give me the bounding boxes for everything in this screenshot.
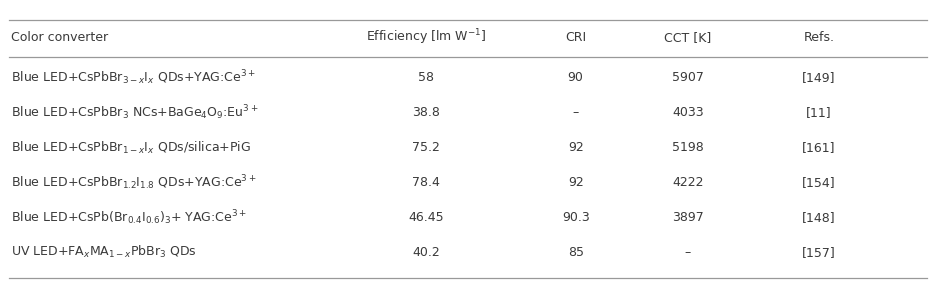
Text: 85: 85 [567, 246, 584, 259]
Text: 92: 92 [568, 141, 583, 154]
Text: Blue LED+CsPbBr$_{1.2}$I$_{1.8}$ QDs+YAG:Ce$^{3+}$: Blue LED+CsPbBr$_{1.2}$I$_{1.8}$ QDs+YAG… [11, 173, 256, 192]
Text: 90: 90 [568, 71, 583, 84]
Text: 3897: 3897 [672, 211, 704, 224]
Text: 90.3: 90.3 [562, 211, 590, 224]
Text: [154]: [154] [802, 176, 836, 189]
Text: [148]: [148] [802, 211, 836, 224]
Text: 40.2: 40.2 [412, 246, 440, 259]
Text: Color converter: Color converter [11, 31, 109, 44]
Text: [157]: [157] [802, 246, 836, 259]
Text: 46.45: 46.45 [408, 211, 444, 224]
Text: 38.8: 38.8 [412, 106, 440, 119]
Text: 75.2: 75.2 [412, 141, 440, 154]
Text: [11]: [11] [806, 106, 832, 119]
Text: 4222: 4222 [672, 176, 704, 189]
Text: 58: 58 [417, 71, 434, 84]
Text: –: – [685, 246, 691, 259]
Text: [161]: [161] [802, 141, 836, 154]
Text: Blue LED+CsPbBr$_{1-x}$I$_x$ QDs/silica+PiG: Blue LED+CsPbBr$_{1-x}$I$_x$ QDs/silica+… [11, 139, 252, 156]
Text: 5907: 5907 [672, 71, 704, 84]
Text: 4033: 4033 [672, 106, 704, 119]
Text: CCT [K]: CCT [K] [665, 31, 711, 44]
Text: 78.4: 78.4 [412, 176, 440, 189]
Text: UV LED+FA$_x$MA$_{1-x}$PbBr$_3$ QDs: UV LED+FA$_x$MA$_{1-x}$PbBr$_3$ QDs [11, 244, 197, 260]
Text: Blue LED+CsPbBr$_{3-x}$I$_x$ QDs+YAG:Ce$^{3+}$: Blue LED+CsPbBr$_{3-x}$I$_x$ QDs+YAG:Ce$… [11, 68, 256, 87]
Text: –: – [573, 106, 578, 119]
Text: Blue LED+CsPbBr$_3$ NCs+BaGe$_4$O$_9$:Eu$^{3+}$: Blue LED+CsPbBr$_3$ NCs+BaGe$_4$O$_9$:Eu… [11, 103, 258, 122]
Text: Refs.: Refs. [803, 31, 835, 44]
Text: Blue LED+CsPb(Br$_{0.4}$I$_{0.6}$)$_3$+ YAG:Ce$^{3+}$: Blue LED+CsPb(Br$_{0.4}$I$_{0.6}$)$_3$+ … [11, 208, 247, 227]
Text: [149]: [149] [802, 71, 836, 84]
Text: CRI: CRI [565, 31, 586, 44]
Text: 5198: 5198 [672, 141, 704, 154]
Text: 92: 92 [568, 176, 583, 189]
Text: Efficiency [lm W$^{-1}$]: Efficiency [lm W$^{-1}$] [366, 28, 486, 47]
